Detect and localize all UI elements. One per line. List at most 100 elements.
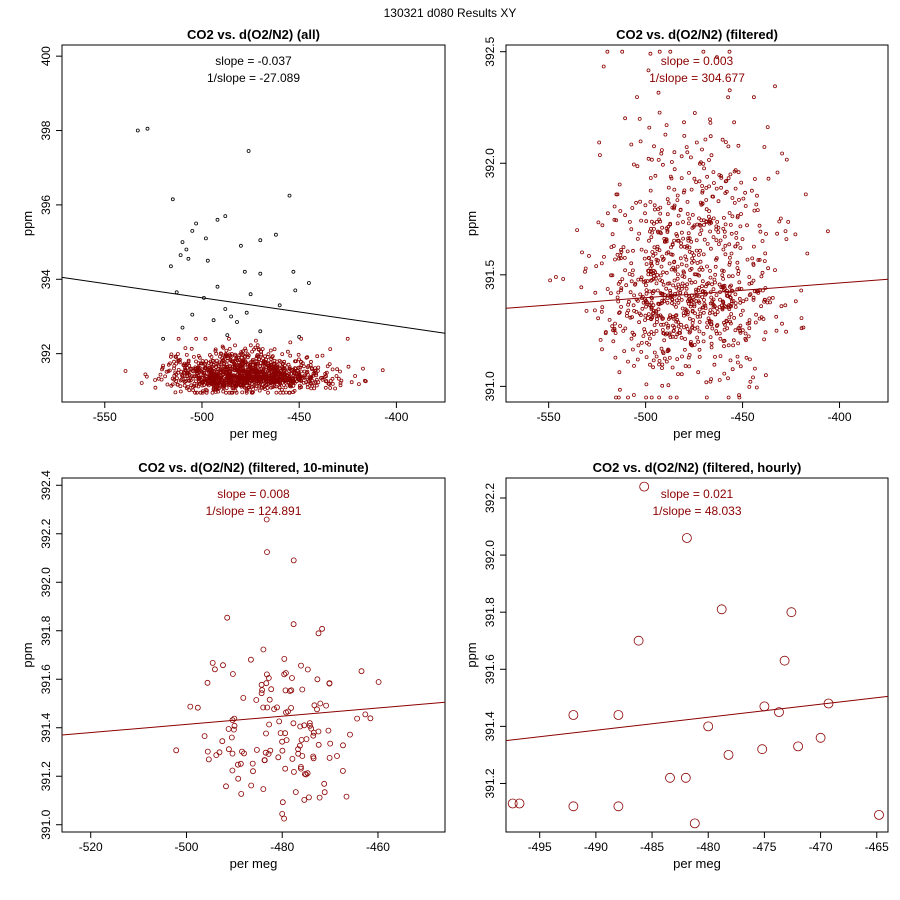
data-point [750,188,754,193]
data-point [200,359,205,363]
chart-panel-3: CO2 vs. d(O2/N2) (filtered, 10-minute) -5… [20,460,446,871]
y-axis-label: ppm [20,211,35,236]
data-point [751,278,756,283]
data-point [609,245,614,250]
data-point [290,769,297,775]
data-point [210,358,215,363]
data-point [649,278,653,283]
data-point [218,364,223,369]
data-point [647,238,651,243]
data-point [635,95,639,99]
data-point [652,350,657,355]
data-point [721,284,726,289]
data-point [713,272,718,277]
data-point [257,383,262,388]
data-point [684,311,688,316]
data-point [651,365,655,370]
data-point [709,341,714,346]
data-point [735,215,740,220]
data-point [580,250,584,255]
data-point [733,305,738,309]
data-point [242,385,247,390]
data-point [631,303,636,308]
data-point [722,234,727,239]
data-point [730,214,735,219]
data-point [235,320,239,324]
data-point [310,378,314,383]
data-point [644,291,649,296]
data-point [260,385,265,390]
data-point [676,282,681,287]
data-point [775,170,780,175]
data-point [761,288,765,293]
data-point [675,276,680,281]
data-point [652,245,657,250]
data-point [170,376,175,381]
data-point [689,187,694,192]
data-point [326,755,333,761]
data-point [676,324,681,329]
data-point [172,359,176,364]
data-point [751,295,756,300]
data-point [304,666,311,673]
data-point [751,263,756,267]
data-point [315,741,322,748]
data-point [236,365,241,370]
data-point [685,150,690,155]
data-point [665,230,670,234]
chart-panel-4: CO2 vs. d(O2/N2) (filtered, hourly) -495 -… [464,460,889,871]
data-point [801,325,806,330]
data-point [680,230,684,235]
data-point [682,188,687,193]
data-point [743,204,748,208]
data-point [679,297,684,302]
data-point [733,186,738,191]
data-point [264,704,271,711]
data-point [282,369,287,373]
data-point [179,369,184,374]
data-point [714,293,719,298]
data-point [643,313,648,318]
data-point [676,320,681,325]
data-point [253,386,258,391]
data-point [186,256,191,261]
data-point [648,51,653,56]
data-point [235,775,242,782]
data-point [269,367,274,372]
data-point [698,161,702,166]
data-point [676,372,680,377]
x-tick-label: -485 [640,840,664,854]
data-point [627,299,631,304]
y-tick-label: 394 [39,269,53,289]
data-point [269,362,274,367]
data-point [163,374,168,379]
data-point [679,176,684,181]
data-point [679,262,684,267]
data-point [700,147,704,152]
data-point [676,272,680,277]
data-point [683,364,688,368]
data-point [623,326,628,331]
data-point [658,230,663,235]
data-point [584,308,589,313]
data-point [237,353,242,358]
data-point [241,352,246,357]
data-point [229,314,234,319]
data-point [275,363,280,368]
slope-annotation: slope = 0.003 [661,54,734,68]
data-point [301,380,306,385]
data-point [639,247,644,252]
data-point [710,282,714,287]
data-point [599,309,604,314]
data-point [650,291,655,296]
data-point [729,304,733,309]
data-point [228,364,233,369]
data-point [692,176,697,181]
data-point [628,219,632,224]
data-point [279,747,286,754]
data-point [704,284,708,289]
data-point [175,352,180,356]
data-point [703,721,714,732]
data-point [745,257,750,262]
data-point [253,361,258,366]
